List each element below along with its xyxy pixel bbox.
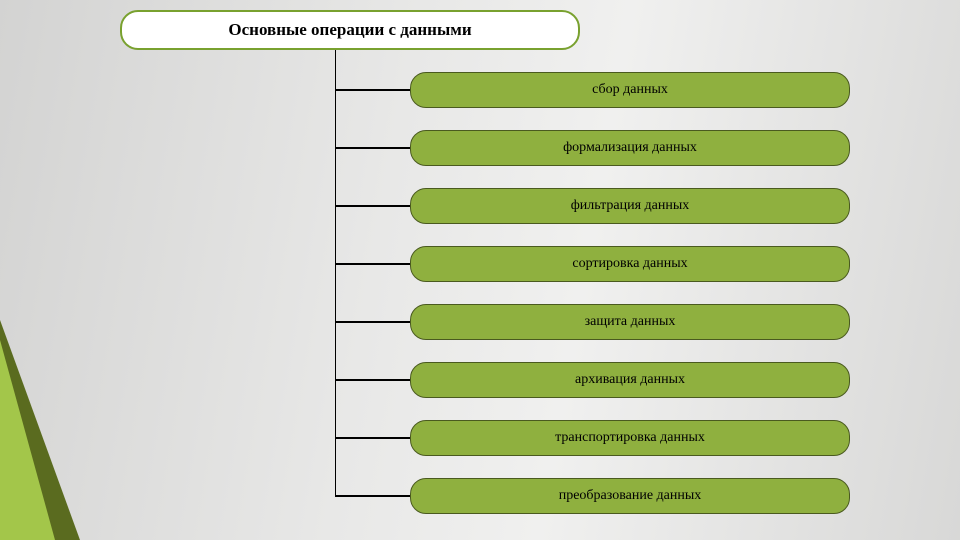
- child-label: фильтрация данных: [571, 198, 690, 214]
- child-node: фильтрация данных: [410, 188, 850, 224]
- root-label: Основные операции с данными: [228, 20, 471, 40]
- tree-branch: [335, 263, 410, 264]
- tree-branch: [335, 205, 410, 206]
- tree-branch: [335, 495, 410, 496]
- child-node: сортировка данных: [410, 246, 850, 282]
- child-node: транспортировка данных: [410, 420, 850, 456]
- tree-branch: [335, 147, 410, 148]
- child-label: защита данных: [585, 314, 676, 330]
- accent-triangle-light: [0, 340, 55, 540]
- tree-branch: [335, 437, 410, 438]
- tree-branch: [335, 89, 410, 90]
- child-node: архивация данных: [410, 362, 850, 398]
- child-label: преобразование данных: [559, 488, 702, 504]
- child-label: формализация данных: [563, 140, 697, 156]
- tree-trunk: [335, 50, 336, 496]
- child-label: сортировка данных: [572, 256, 687, 272]
- child-label: транспортировка данных: [555, 430, 705, 446]
- tree-branch: [335, 321, 410, 322]
- child-label: сбор данных: [592, 82, 668, 98]
- child-node: преобразование данных: [410, 478, 850, 514]
- child-label: архивация данных: [575, 372, 685, 388]
- root-node: Основные операции с данными: [120, 10, 580, 50]
- slide: Основные операции с данными сбор данных ф…: [0, 0, 960, 540]
- child-node: сбор данных: [410, 72, 850, 108]
- child-node: формализация данных: [410, 130, 850, 166]
- tree-branch: [335, 379, 410, 380]
- child-node: защита данных: [410, 304, 850, 340]
